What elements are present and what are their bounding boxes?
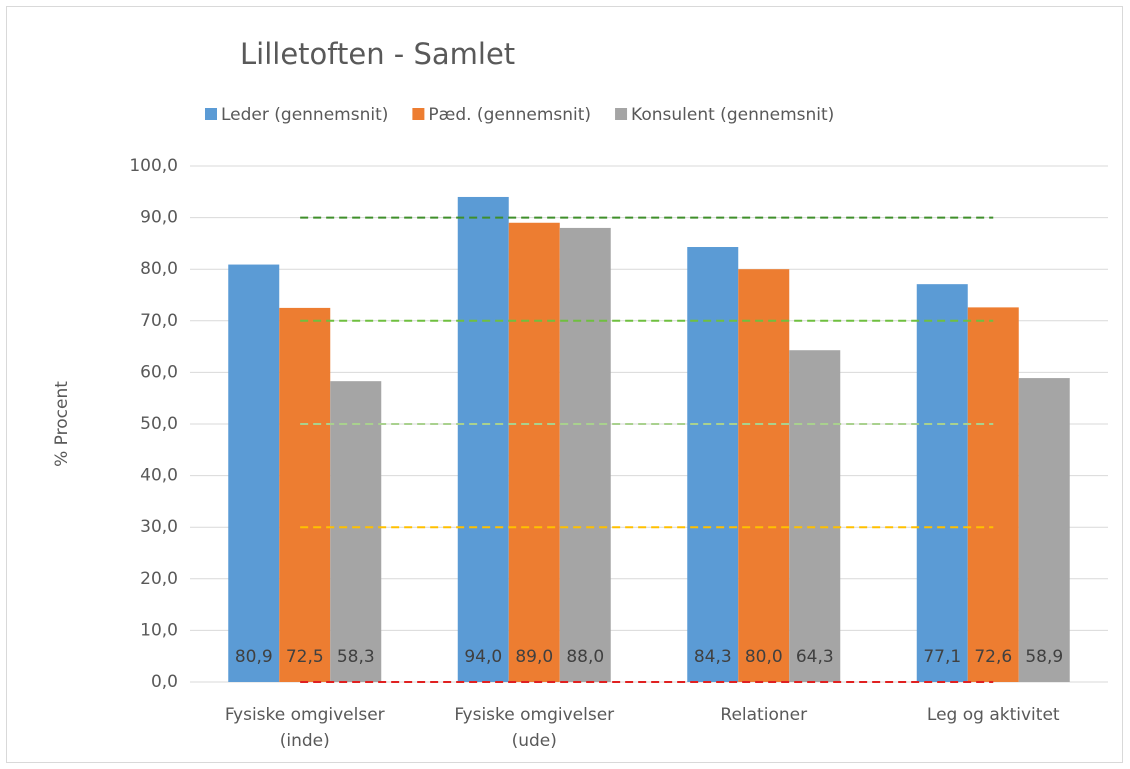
legend-label: Konsulent (gennemsnit) bbox=[631, 105, 834, 125]
bar bbox=[330, 381, 382, 682]
x-tick-label: Fysiske omgivelser bbox=[225, 705, 385, 725]
bar bbox=[228, 264, 280, 682]
x-tick-label: Relationer bbox=[720, 705, 807, 725]
data-label: 80,9 bbox=[235, 647, 273, 667]
legend-swatch bbox=[412, 108, 425, 120]
bar bbox=[967, 307, 1019, 682]
data-label: 80,0 bbox=[745, 647, 783, 667]
data-label: 64,3 bbox=[796, 647, 834, 667]
data-label: 58,9 bbox=[1025, 647, 1063, 667]
bar bbox=[738, 269, 790, 682]
legend-label: Leder (gennemsnit) bbox=[221, 105, 388, 125]
y-tick-label: 90,0 bbox=[140, 208, 178, 228]
y-axis-label: % Procent bbox=[52, 381, 72, 467]
y-tick-label: 70,0 bbox=[140, 311, 178, 331]
legend-swatch bbox=[615, 108, 628, 120]
bar bbox=[687, 247, 739, 682]
x-tick-label: Fysiske omgivelser bbox=[454, 705, 614, 725]
y-tick-label: 0,0 bbox=[151, 672, 178, 692]
y-tick-label: 80,0 bbox=[140, 259, 178, 279]
data-label: 72,6 bbox=[974, 647, 1012, 667]
bar bbox=[1018, 378, 1070, 682]
data-label: 72,5 bbox=[286, 647, 324, 667]
legend-swatch bbox=[205, 108, 217, 120]
bar bbox=[789, 350, 841, 682]
x-tick-label: Leg og aktivitet bbox=[927, 705, 1060, 725]
chart-title: Lilletoften - Samlet bbox=[240, 37, 515, 71]
x-tick-label: (inde) bbox=[280, 731, 330, 751]
data-label: 94,0 bbox=[464, 647, 502, 667]
bar bbox=[279, 307, 331, 682]
y-tick-label: 100,0 bbox=[129, 156, 178, 176]
bar bbox=[916, 284, 968, 682]
data-label: 88,0 bbox=[566, 647, 604, 667]
data-label: 58,3 bbox=[337, 647, 375, 667]
y-tick-label: 30,0 bbox=[140, 517, 178, 537]
legend-label: Pæd. (gennemsnit) bbox=[428, 105, 591, 125]
data-label: 77,1 bbox=[923, 647, 961, 667]
y-tick-label: 40,0 bbox=[140, 466, 178, 486]
y-tick-label: 20,0 bbox=[140, 569, 178, 589]
y-tick-label: 50,0 bbox=[140, 414, 178, 434]
bar bbox=[457, 196, 509, 682]
data-label: 89,0 bbox=[515, 647, 553, 667]
x-tick-label: (ude) bbox=[512, 731, 557, 751]
y-tick-label: 60,0 bbox=[140, 362, 178, 382]
bar bbox=[559, 227, 611, 683]
data-label: 84,3 bbox=[694, 647, 732, 667]
y-tick-label: 10,0 bbox=[140, 620, 178, 640]
bar bbox=[508, 222, 560, 682]
